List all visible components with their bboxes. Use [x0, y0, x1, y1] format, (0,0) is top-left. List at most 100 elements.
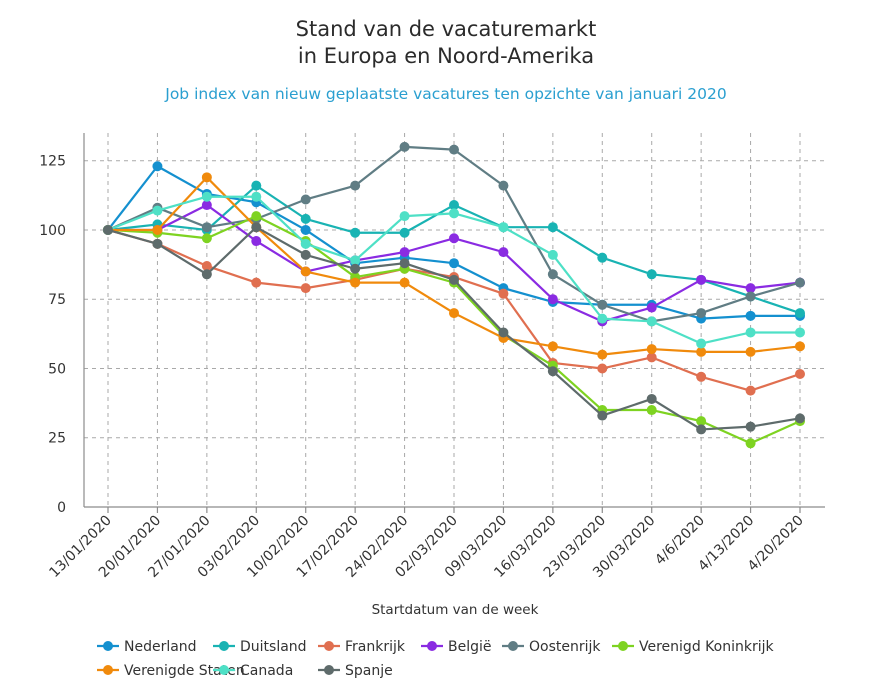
data-point: [547, 341, 558, 352]
y-tick-label: 25: [48, 431, 66, 447]
data-point: [745, 346, 756, 357]
data-point: [399, 141, 410, 152]
axes: [83, 133, 825, 513]
data-point: [300, 224, 311, 235]
data-point: [449, 233, 459, 244]
data-point: [300, 266, 311, 277]
legend-label: Duitsland: [240, 639, 307, 655]
data-point: [449, 200, 459, 211]
data-point: [399, 227, 410, 238]
data-point: [547, 249, 558, 260]
series-spanje: [103, 222, 805, 435]
y-tick-label: 125: [39, 154, 66, 170]
data-point: [152, 161, 163, 172]
data-point: [201, 222, 212, 233]
data-point: [449, 208, 459, 219]
data-point: [547, 366, 558, 377]
data-point: [646, 302, 657, 313]
legend-label: Canada: [240, 663, 293, 679]
y-tick-labels: 0 25 50 75 100 125: [39, 154, 66, 516]
legend-marker: [324, 665, 334, 675]
data-point: [745, 283, 756, 294]
legend-item: Canada: [213, 663, 293, 679]
data-point: [745, 385, 756, 396]
data-point: [201, 200, 212, 211]
legend-marker: [427, 641, 437, 651]
data-point: [498, 327, 509, 338]
legend-marker: [103, 665, 113, 675]
data-point: [251, 236, 262, 247]
legend-item: Nederland: [97, 639, 197, 655]
legend-marker: [324, 641, 334, 651]
data-point: [300, 249, 311, 260]
y-tick-label: 50: [48, 361, 66, 377]
data-point: [696, 371, 707, 382]
data-point: [597, 299, 608, 310]
data-point: [597, 313, 608, 324]
series-canada: [103, 191, 805, 349]
data-point: [597, 410, 608, 421]
x-tick-labels: 13/01/202020/01/202027/01/202003/02/2020…: [46, 513, 806, 581]
y-tick-label: 0: [57, 500, 66, 516]
data-point: [103, 224, 113, 235]
data-point: [597, 349, 608, 360]
legend-label: Oostenrijk: [529, 639, 601, 655]
data-point: [498, 247, 509, 258]
data-point: [251, 222, 262, 233]
data-point: [300, 238, 311, 249]
data-point: [795, 413, 805, 424]
legend-item: Duitsland: [213, 639, 307, 655]
data-point: [251, 180, 262, 191]
data-point: [597, 363, 608, 374]
data-point: [300, 194, 311, 205]
legend-item: Verenigd Koninkrijk: [612, 639, 774, 655]
data-point: [350, 255, 361, 266]
data-point: [795, 369, 805, 380]
data-point: [300, 213, 311, 224]
data-point: [350, 263, 361, 274]
series-lines: [103, 141, 805, 449]
data-point: [449, 258, 459, 269]
data-point: [399, 277, 410, 288]
data-point: [696, 338, 707, 349]
data-point: [201, 269, 212, 280]
legend: Nederland Duitsland Frankrijk België Oostenr…: [97, 639, 774, 679]
data-point: [201, 233, 212, 244]
data-point: [745, 291, 756, 302]
legend-label: Frankrijk: [345, 639, 406, 655]
data-point: [449, 274, 459, 285]
data-point: [201, 260, 212, 271]
data-point: [251, 211, 262, 222]
data-point: [646, 316, 657, 327]
data-point: [498, 222, 509, 233]
data-point: [350, 277, 361, 288]
data-point: [251, 277, 262, 288]
data-point: [696, 274, 707, 285]
legend-marker: [219, 641, 229, 651]
data-point: [795, 277, 805, 288]
data-point: [696, 346, 707, 357]
data-point: [646, 393, 657, 404]
data-point: [547, 222, 558, 233]
data-point: [350, 180, 361, 191]
data-point: [547, 294, 558, 305]
data-point: [399, 211, 410, 222]
y-tick-label: 100: [39, 223, 66, 239]
data-point: [152, 205, 163, 216]
data-point: [646, 352, 657, 363]
data-point: [745, 438, 756, 449]
data-point: [696, 308, 707, 319]
legend-label: Verenigd Koninkrijk: [639, 639, 774, 655]
legend-item: Spanje: [318, 663, 393, 679]
data-point: [795, 341, 805, 352]
legend-item: België: [421, 639, 492, 655]
chart-subtitle: Job index van nieuw geplaatste vacatures…: [164, 85, 726, 103]
series-line: [107, 215, 801, 445]
legend-marker: [103, 641, 113, 651]
y-tick-label: 75: [48, 292, 66, 308]
legend-label: Spanje: [345, 663, 393, 679]
data-point: [251, 191, 262, 202]
data-point: [498, 180, 509, 191]
